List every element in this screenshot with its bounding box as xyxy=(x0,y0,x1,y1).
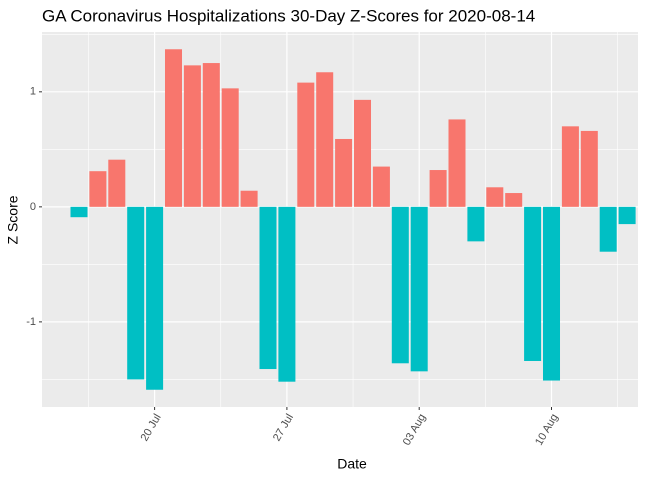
bar xyxy=(259,206,277,370)
bar xyxy=(599,206,617,252)
bar xyxy=(297,82,315,207)
bar xyxy=(70,206,88,218)
bar xyxy=(164,49,183,207)
x-tick-label: 20 Jul xyxy=(139,412,164,443)
bar xyxy=(183,65,201,207)
bar xyxy=(524,206,542,361)
bar xyxy=(202,63,220,207)
bar xyxy=(221,88,239,207)
bar xyxy=(561,126,579,207)
bar xyxy=(108,159,126,207)
bar xyxy=(467,206,485,242)
bar xyxy=(391,206,409,364)
bar xyxy=(146,206,164,390)
bar xyxy=(410,206,428,372)
bar xyxy=(486,187,504,207)
bar xyxy=(89,171,107,207)
x-axis-label: Date xyxy=(337,456,367,472)
bar xyxy=(127,206,145,380)
bar xyxy=(316,72,334,207)
x-tick-label: 27 Jul xyxy=(271,412,296,443)
bar xyxy=(278,206,296,382)
y-tick-label: -1 xyxy=(26,316,36,328)
x-tick-label: 10 Aug xyxy=(533,412,561,448)
bar xyxy=(505,193,523,207)
bar xyxy=(335,138,353,207)
bar xyxy=(240,190,258,207)
bar xyxy=(618,206,636,225)
bar xyxy=(353,99,372,207)
bar xyxy=(372,166,390,207)
chart-title: GA Coronavirus Hospitalizations 30-Day Z… xyxy=(42,6,535,25)
bar xyxy=(580,130,598,207)
y-tick-label: 0 xyxy=(30,201,36,213)
x-tick-label: 03 Aug xyxy=(401,412,429,448)
y-axis-label: Z Score xyxy=(5,195,21,244)
bar xyxy=(448,119,466,207)
y-tick-label: 1 xyxy=(30,86,36,98)
bar xyxy=(542,206,561,381)
bar xyxy=(429,170,447,207)
